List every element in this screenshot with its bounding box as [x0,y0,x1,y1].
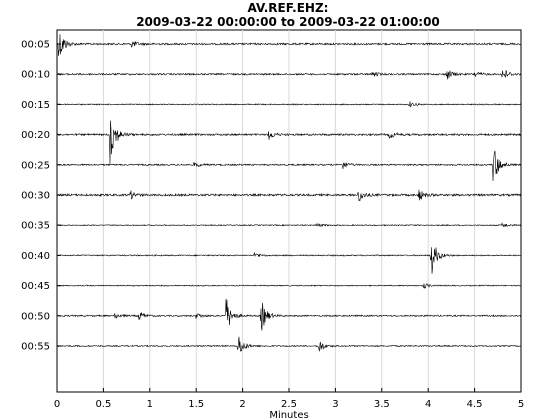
x-tick-label: 4 [425,399,431,410]
x-axis-ticks: 0 0.5 1 1.5 2 2.5 3 3.5 4 4.5 5 [54,388,524,410]
x-tick-label: 2.5 [281,399,297,410]
row-time-label: 00:20 [21,130,50,141]
trace-row-00:30 [56,189,522,202]
row-time-label: 00:45 [21,281,50,292]
x-tick-label: 3 [332,399,338,410]
trace-row-00:20 [56,120,521,165]
seismic-traces [56,34,522,352]
trace-row-00:15 [56,101,522,108]
x-tick-label: 1.5 [188,399,204,410]
row-time-label: 00:35 [21,221,50,232]
row-time-label: 00:05 [21,40,50,51]
trace-row-00:25 [56,150,522,182]
x-axis-label: Minutes [269,410,308,420]
row-time-label: 00:25 [21,160,50,171]
vertical-gridlines [102,30,476,392]
row-time-label: 00:30 [21,191,50,202]
trace-row-00:45 [57,283,521,289]
x-tick-label: 4.5 [467,399,483,410]
x-tick-label: 0 [54,399,60,410]
row-time-label: 00:40 [21,251,50,262]
x-tick-label: 0.5 [95,399,111,410]
x-tick-label: 3.5 [374,399,390,410]
row-time-label: 00:50 [21,311,50,322]
chart-title-line1: AV.REF.EHZ: [248,1,329,15]
row-time-label: 00:55 [21,342,50,353]
row-time-label: 00:10 [21,70,50,81]
x-tick-label: 5 [518,399,524,410]
x-tick-label: 1 [147,399,153,410]
trace-row-00:10 [56,69,522,80]
chart-title-line2: 2009-03-22 00:00:00 to 2009-03-22 01:00:… [136,15,440,29]
trace-row-00:55 [56,336,522,352]
trace-row-00:05 [56,34,522,56]
row-time-label: 00:15 [21,100,50,111]
trace-row-00:50 [56,298,521,331]
trace-row-00:35 [56,222,522,228]
x-tick-label: 2 [239,399,245,410]
trace-row-00:40 [56,247,522,274]
row-time-labels: 00:05 00:10 00:15 00:20 00:25 00:30 00:35 00:40… [21,40,61,353]
